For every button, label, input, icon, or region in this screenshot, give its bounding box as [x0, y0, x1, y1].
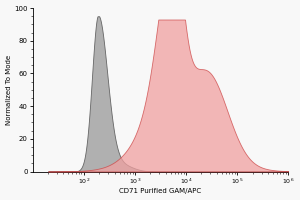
Y-axis label: Normalized To Mode: Normalized To Mode [6, 55, 12, 125]
X-axis label: CD71 Purified GAM/APC: CD71 Purified GAM/APC [119, 188, 202, 194]
